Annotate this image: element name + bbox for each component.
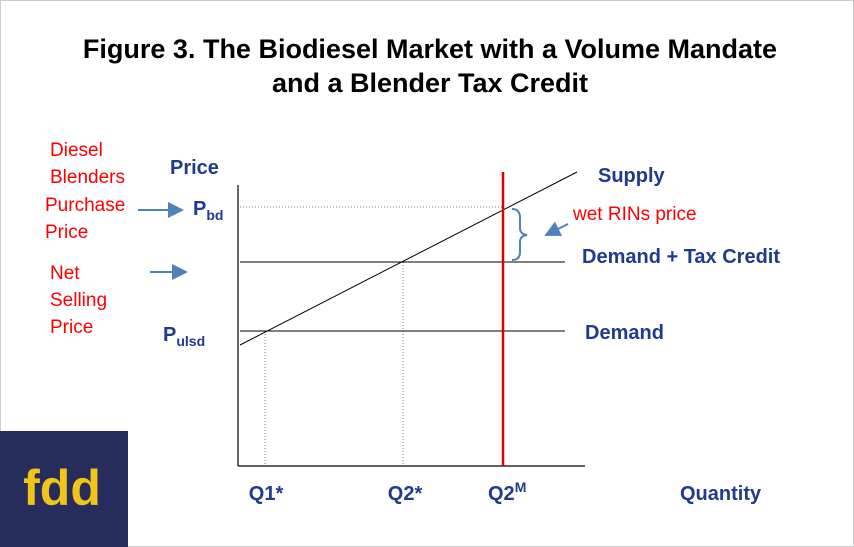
quantity-label: Q2* [388, 483, 423, 505]
curve-label: Supply [598, 165, 666, 187]
left-label: Selling [50, 290, 107, 311]
y-axis-label: Price [170, 157, 219, 179]
price-label: Pbd [193, 198, 223, 223]
curve-label: Demand + Tax Credit [582, 246, 780, 268]
logo: fdd [23, 460, 101, 516]
logo-box [0, 431, 128, 547]
symbol: P [163, 324, 176, 346]
title-line: Figure 3. The Biodiesel Market with a Vo… [83, 34, 777, 64]
curve-label: Demand [585, 322, 664, 344]
left-label: Net [50, 263, 80, 284]
subscript: ulsd [176, 333, 205, 349]
supply-line [239, 171, 578, 346]
left-label: Price [50, 317, 93, 338]
x-axis-label: Quantity [680, 483, 762, 505]
left-label: Diesel [50, 140, 103, 161]
arrow [544, 221, 569, 236]
quantity-label: Q2M [488, 479, 526, 505]
subscript: bd [206, 207, 223, 223]
price-label: Pulsd [163, 324, 205, 349]
left-label: Blenders [50, 167, 125, 188]
left-label: Price [45, 222, 88, 243]
annotation: wet RINs price [572, 204, 697, 225]
symbol: P [193, 198, 206, 220]
superscript: M [515, 479, 527, 495]
quantity-label: Q1* [249, 483, 284, 505]
left-label: Purchase [45, 195, 125, 216]
brace [511, 208, 528, 261]
title-line: and a Blender Tax Credit [272, 68, 588, 98]
base: Q2 [488, 483, 515, 505]
